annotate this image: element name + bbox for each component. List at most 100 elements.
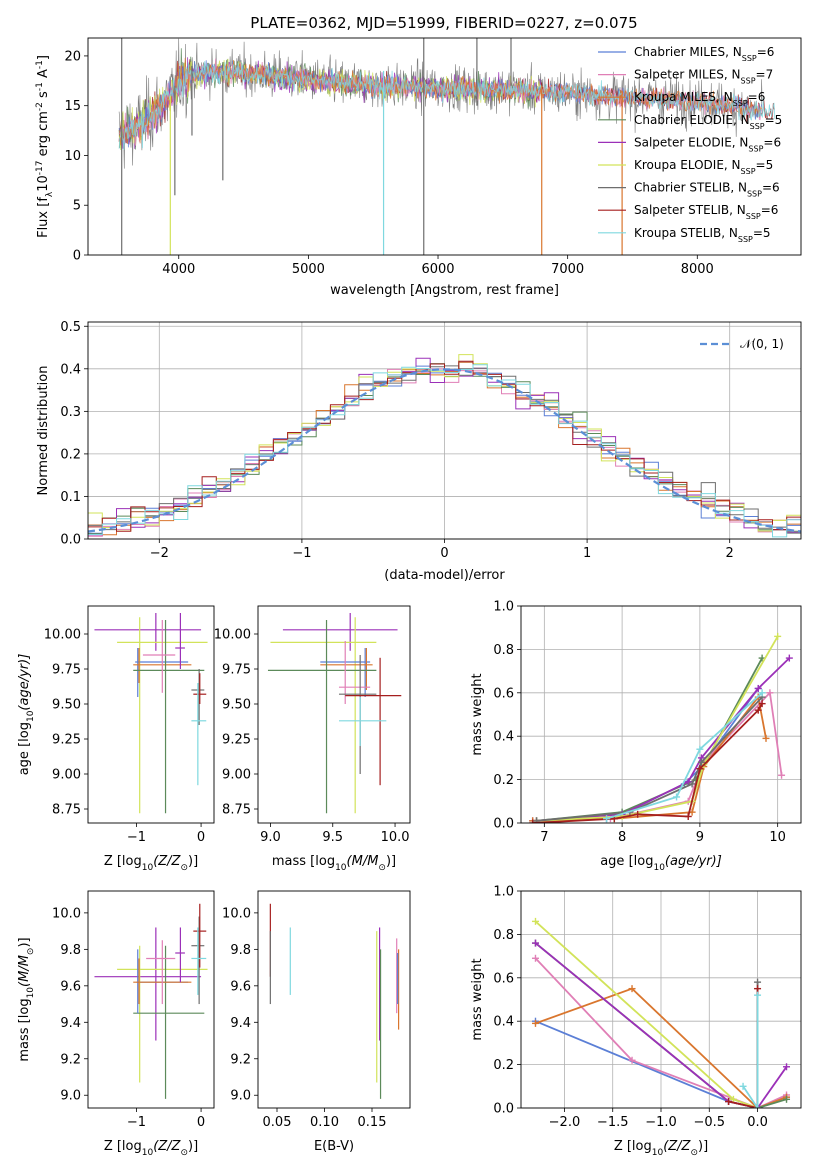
- label-part: 10: [142, 863, 154, 873]
- y-tick-label: 10.00: [214, 628, 251, 643]
- y-tick-label: 9.4: [230, 1016, 251, 1031]
- y-tick-label: 9.75: [52, 663, 81, 678]
- x-axis-label: Z [log10(Z/Z⊙)]: [104, 1139, 198, 1158]
- x-tick-label: 0: [440, 546, 448, 561]
- x-tick-label: 9: [696, 830, 704, 845]
- legend-subscript: SSP: [746, 212, 761, 221]
- mass-vs-ebv-panel: 0.05 0.10 0.15 9.0 9.2 9.4 9.6 9.8 10.0 E(B-V): [222, 890, 411, 1154]
- x-tick-label: 8: [618, 830, 626, 845]
- legend-subscript: SSP: [747, 189, 762, 198]
- y-tick-label: 9.00: [52, 768, 81, 783]
- legend-subscript: SSP: [742, 54, 757, 63]
- x-tick-label: 8000: [681, 262, 714, 277]
- weight-line-krou_stelib: [742, 995, 759, 1108]
- axes-frame: [520, 890, 802, 1109]
- legend-label: Kroupa ELODIE, NSSP=5: [634, 158, 773, 176]
- label-part: 10: [335, 863, 347, 873]
- y-axis-label: mass weight: [470, 958, 485, 1040]
- y-tick-label: 8.75: [222, 803, 251, 818]
- x-tick-label: 2: [726, 546, 734, 561]
- x-axis-label: wavelength [Angstrom, rest frame]: [330, 283, 559, 298]
- y-tick-label: 0.6: [493, 686, 514, 701]
- label-part: 10: [36, 175, 51, 192]
- label-part: λ: [45, 191, 55, 197]
- label-part: erg cm: [36, 111, 51, 160]
- x-tick-label: 9.5: [322, 830, 343, 845]
- y-tick-label: 5: [73, 199, 81, 214]
- x-tick-label: −2: [150, 546, 169, 561]
- label-part: (age/yr)]: [17, 654, 32, 711]
- label-part: Flux [f: [36, 197, 51, 238]
- y-tick-label: 9.0: [230, 1089, 251, 1104]
- legend-text: Salpeter STELIB, N: [634, 203, 746, 217]
- label-part: (M/M: [17, 955, 32, 987]
- y-tick-label: 9.4: [60, 1016, 81, 1031]
- y-tick-label: 9.6: [60, 979, 81, 994]
- legend-count: =5: [756, 158, 774, 172]
- legend-count: =6: [762, 181, 780, 195]
- legend-count: =6: [748, 90, 766, 104]
- legend-text: Kroupa MILES, N: [634, 90, 733, 104]
- plot-area: [94, 613, 208, 814]
- y-tick-label: 20: [64, 49, 81, 64]
- legend-subscript: SSP: [738, 234, 753, 243]
- label-part: (M/M: [347, 854, 379, 869]
- y-tick-label: 0.6: [493, 971, 514, 986]
- axes-frame: [257, 890, 411, 1109]
- weight-line-salp_miles: [532, 690, 783, 822]
- legend-count: =6: [763, 135, 781, 149]
- x-axis-label: E(B-V): [314, 1139, 354, 1154]
- y-axis-label: Flux [fλ10-17 erg cm-2 s-1 A-1]: [35, 55, 55, 238]
- y-tick-label: 9.2: [60, 1052, 81, 1067]
- x-tick-label: 0: [197, 830, 205, 845]
- x-tick-label: −1: [127, 1115, 146, 1130]
- legend-count: =7: [756, 68, 774, 82]
- weight-line-krou_stelib: [606, 692, 763, 820]
- label-part: )]: [17, 937, 32, 947]
- y-tick-label: 9.8: [60, 943, 81, 958]
- label-part: Z [log: [104, 1139, 142, 1154]
- label-part: )]: [698, 1139, 708, 1154]
- x-axis-label: age [log10(age/yr)]: [600, 854, 722, 873]
- legend-label: Salpeter MILES, NSSP=7: [634, 68, 773, 86]
- legend-text: Kroupa ELODIE, N: [634, 158, 741, 172]
- y-tick-label: 0.8: [493, 928, 514, 943]
- y-tick-label: 0.3: [60, 405, 81, 420]
- weight-line-krou_miles: [535, 987, 787, 1108]
- y-tick-label: 0.1: [60, 490, 81, 505]
- x-tick-label: 0: [197, 1115, 205, 1130]
- label-part: Z [log: [614, 1139, 652, 1154]
- label-part: (Z/Z: [153, 1139, 181, 1154]
- plot-area: [269, 903, 400, 1099]
- label-part: age [log: [17, 722, 32, 775]
- legend-text: Salpeter MILES, N: [634, 68, 741, 82]
- residuals-panel: −2 −1 0 1 2 0.0 0.1 0.2 0.3 0.4 0.5 (data-model)/er…: [36, 320, 802, 583]
- y-tick-label: 9.00: [222, 768, 251, 783]
- y-tick-label: 9.2: [230, 1052, 251, 1067]
- mass-vs-metallicity-panel: −1 09.09.29.49.69.810.0Z [log10(Z/Z⊙)]mas…: [17, 890, 215, 1158]
- legend-subscript: SSP: [741, 76, 756, 85]
- y-tick-label: 0.0: [493, 1102, 514, 1117]
- y-tick-label: 1.0: [493, 600, 514, 615]
- label-part: ⊙: [180, 1148, 188, 1158]
- legend-subscript: SSP: [741, 167, 756, 176]
- label-part: mass [log: [272, 854, 335, 869]
- label-part: ⊙: [378, 863, 386, 873]
- x-tick-label: 7: [540, 830, 548, 845]
- label-part: ⊙: [180, 863, 188, 873]
- x-tick-label: −1.5: [597, 1115, 629, 1130]
- x-axis-label: Z [log10(Z/Z⊙)]: [104, 854, 198, 873]
- label-part: Z [log: [104, 854, 142, 869]
- y-tick-label: 10.0: [222, 906, 251, 921]
- x-axis-label: mass [log10(M/M⊙)]: [272, 854, 396, 873]
- legend-label: Chabrier STELIB, NSSP=6: [634, 181, 780, 199]
- label-part: )]: [386, 854, 396, 869]
- x-tick-label: 0.15: [358, 1115, 387, 1130]
- legend-text: Chabrier ELODIE, N: [634, 113, 750, 127]
- x-tick-label: −1.0: [645, 1115, 677, 1130]
- legend-label: Kroupa STELIB, NSSP=5: [634, 226, 771, 244]
- y-tick-label: 9.50: [52, 698, 81, 713]
- axes-frame: [87, 890, 215, 1109]
- x-tick-label: −0.5: [693, 1115, 725, 1130]
- y-tick-label: 0.8: [493, 643, 514, 658]
